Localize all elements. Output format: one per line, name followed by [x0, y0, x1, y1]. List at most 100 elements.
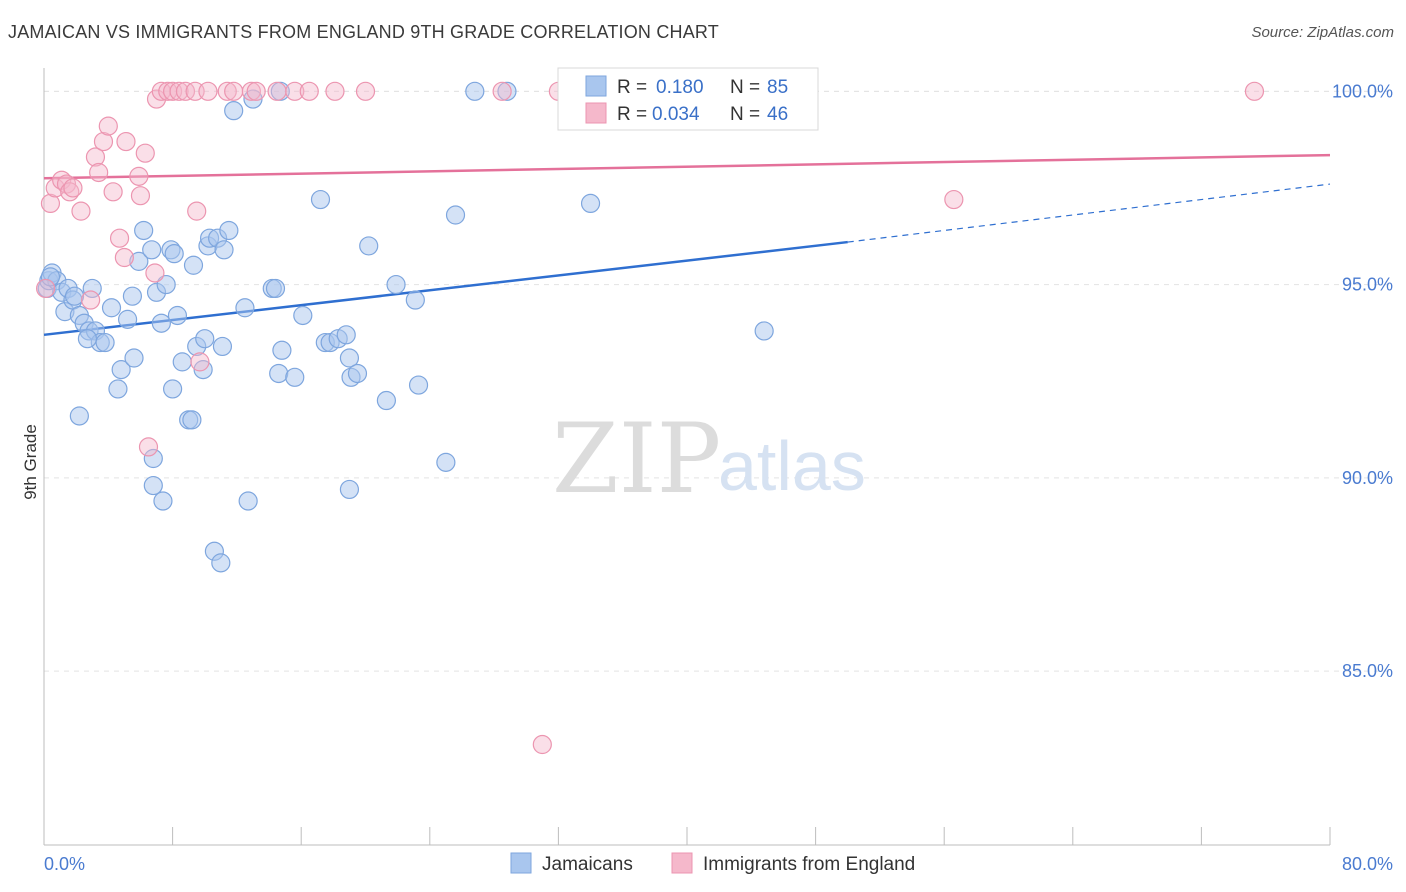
bottom-legend-swatch-england [671, 852, 693, 874]
point-jamaicans [153, 491, 173, 511]
point-jamaicans [580, 193, 601, 214]
y-tick-label: 100.0% [1332, 81, 1393, 101]
point-england [116, 131, 136, 152]
point-jamaicans [122, 286, 143, 306]
point-jamaicans [465, 81, 485, 101]
series-jamaicans [37, 81, 774, 573]
point-jamaicans [193, 360, 213, 380]
chart-title: JAMAICAN VS IMMIGRANTS FROM ENGLAND 9TH … [8, 22, 720, 42]
trend-extension-jamaicans [847, 183, 1331, 243]
y-tick-label: 95.0% [1342, 275, 1393, 295]
series-england [36, 81, 1265, 755]
point-england [135, 143, 155, 163]
legend-box: R = 0.180 N = 85 R = 0.034 N = 46 [557, 67, 819, 131]
point-england [175, 81, 196, 101]
legend-n-value-1: 85 [767, 77, 788, 98]
point-jamaicans [117, 309, 138, 329]
point-england [89, 162, 109, 183]
point-jamaicans [95, 332, 115, 353]
point-england [187, 201, 207, 221]
point-england [198, 81, 218, 101]
point-jamaicans [134, 220, 154, 241]
point-jamaicans [143, 475, 163, 496]
point-england [224, 81, 244, 101]
legend-n-label-1: N = [730, 77, 760, 98]
point-england [109, 228, 130, 248]
point-jamaicans [285, 367, 305, 387]
point-jamaicans [108, 379, 128, 399]
y-tick-label: 85.0% [1342, 661, 1393, 681]
point-england [492, 81, 512, 101]
bottom-legend: Jamaicans Immigrants from England [510, 852, 915, 875]
point-england [98, 116, 118, 136]
point-england [129, 166, 149, 186]
point-jamaicans [339, 348, 360, 368]
bottom-legend-label-england: Immigrants from England [703, 854, 915, 875]
point-jamaicans [386, 274, 406, 295]
point-jamaicans [293, 305, 313, 326]
point-jamaicans [497, 81, 517, 101]
point-england [246, 81, 266, 101]
point-jamaicans [124, 348, 144, 368]
legend-swatch-blue [585, 75, 607, 97]
point-england [325, 81, 345, 101]
point-england [267, 81, 287, 101]
point-jamaicans [339, 479, 360, 500]
point-england [355, 81, 376, 101]
point-jamaicans [111, 360, 131, 380]
point-england [190, 352, 210, 372]
point-england [130, 186, 151, 206]
point-jamaicans [183, 255, 204, 275]
point-england [93, 131, 114, 152]
point-jamaicans [408, 375, 429, 395]
point-jamaicans [77, 329, 98, 349]
point-england [114, 247, 134, 268]
point-england [145, 263, 165, 283]
point-england [81, 290, 101, 310]
point-england [36, 278, 56, 299]
point-england [169, 81, 189, 101]
trend-line-england [43, 153, 1331, 180]
point-jamaicans [272, 340, 292, 360]
point-jamaicans [163, 379, 183, 399]
point-england [944, 189, 964, 210]
legend-r-label-1: R = [617, 77, 647, 98]
point-england [217, 81, 237, 101]
point-jamaicans [238, 491, 258, 511]
legend-r-value-2: 0.034 [652, 104, 700, 125]
point-jamaicans [445, 205, 466, 225]
point-jamaicans [235, 298, 255, 318]
point-jamaicans [243, 89, 263, 109]
point-jamaicans [436, 452, 456, 472]
watermark: ZIP atlas [552, 403, 866, 515]
point-england [241, 81, 261, 101]
point-jamaicans [212, 336, 233, 357]
point-jamaicans [265, 278, 286, 299]
point-jamaicans [164, 244, 184, 264]
point-jamaicans [156, 274, 176, 295]
x-tick-labels: 0.0% 80.0% [44, 854, 1393, 874]
point-jamaicans [214, 240, 234, 260]
point-jamaicans [143, 448, 163, 469]
point-england [299, 81, 319, 101]
point-jamaicans [224, 101, 244, 121]
bottom-legend-swatch-jamaicans [510, 852, 532, 874]
point-jamaicans [172, 352, 192, 372]
point-jamaicans [40, 267, 61, 287]
point-jamaicans [219, 220, 239, 241]
point-england [40, 193, 61, 214]
legend-swatch-pink [585, 102, 607, 124]
point-england [138, 437, 159, 457]
point-jamaicans [64, 286, 85, 306]
point-jamaicans [269, 363, 289, 384]
point-england [532, 734, 552, 755]
point-jamaicans [151, 313, 171, 333]
x-tick-label: 0.0% [44, 854, 85, 874]
point-jamaicans [167, 305, 188, 326]
point-england [103, 182, 123, 202]
y-axis-label: 9th Grade [21, 424, 40, 500]
y-tick-label: 90.0% [1342, 468, 1393, 488]
point-jamaicans [347, 363, 368, 384]
legend-n-value-2: 46 [767, 104, 788, 125]
